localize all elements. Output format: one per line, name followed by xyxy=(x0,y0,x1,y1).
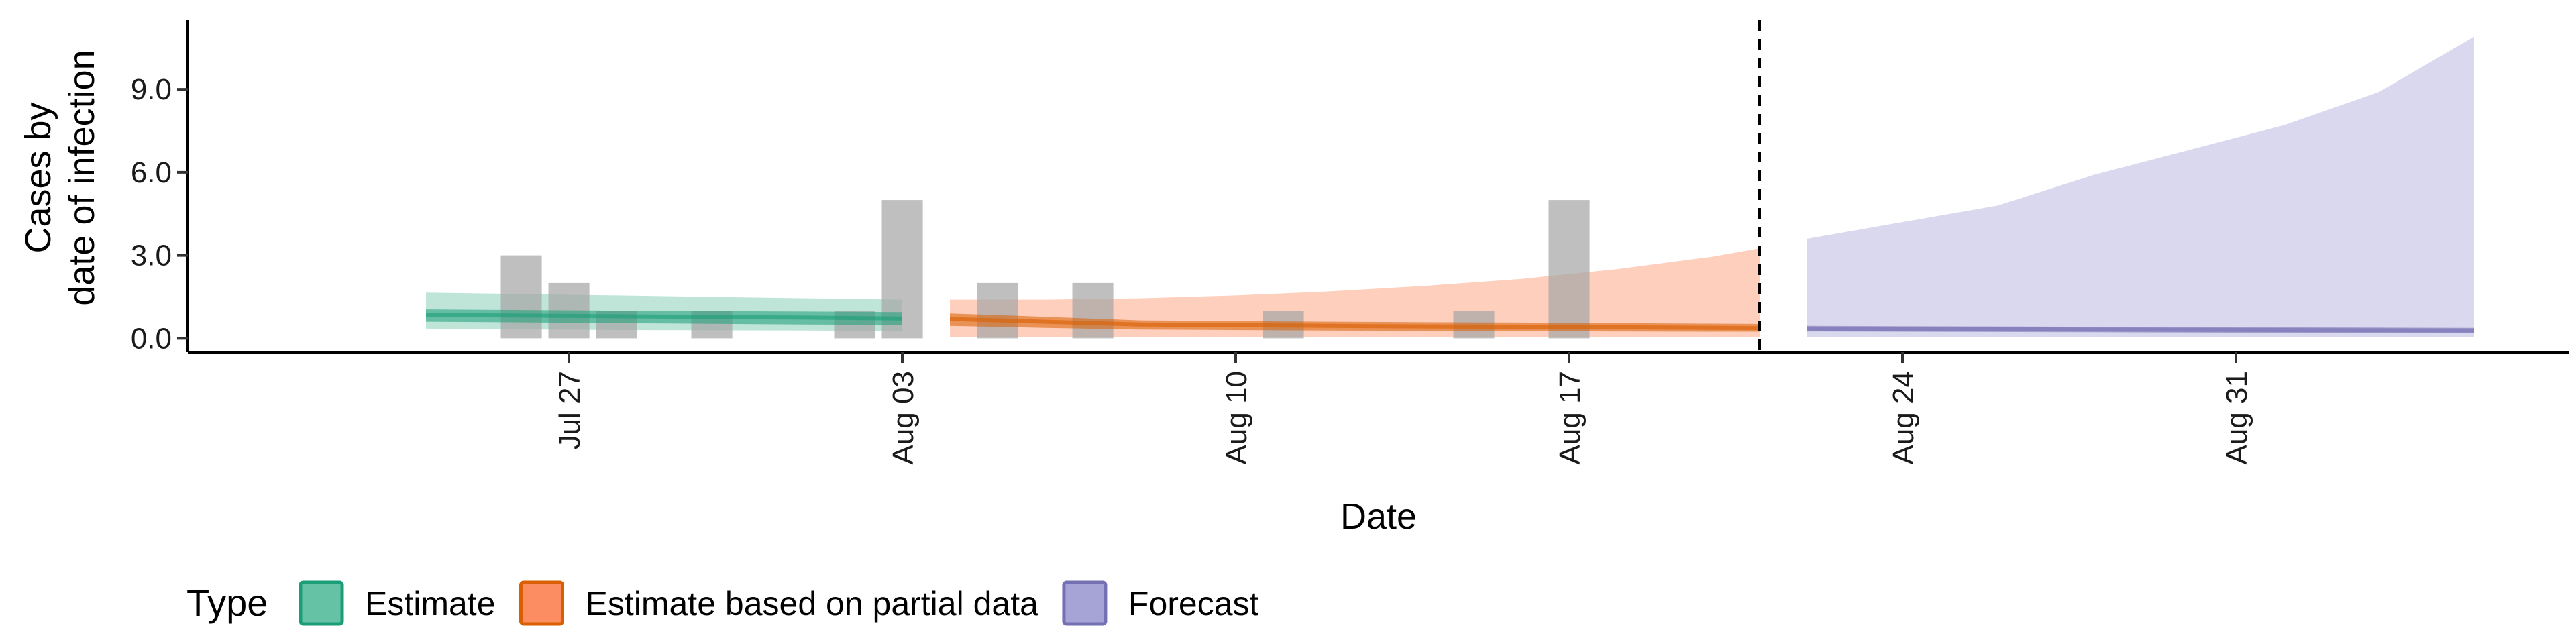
legend-key-0 xyxy=(299,580,344,626)
legend-key-2 xyxy=(1062,580,1108,626)
observed-case-bar-0 xyxy=(500,255,542,339)
legend: Type Estimate Estimate based on partial d… xyxy=(186,580,1259,626)
x-tick-label-5: Aug 31 xyxy=(2220,371,2253,464)
band-90-2 xyxy=(1807,36,2474,337)
observed-case-bar-10 xyxy=(1548,200,1590,339)
legend-key-1 xyxy=(519,580,565,626)
y-tick-label-2: 6.0 xyxy=(131,156,172,189)
x-tick-label-0: Jul 27 xyxy=(553,371,586,449)
median-line-0 xyxy=(425,313,903,321)
plot-bands xyxy=(426,36,2474,337)
median-bands xyxy=(425,309,2475,333)
observed-case-bar-6 xyxy=(977,282,1018,339)
observed-case-bar-7 xyxy=(1072,282,1114,339)
x-tick-label-1: Aug 03 xyxy=(887,371,920,464)
y-axis-ticks: 0.0 3.0 6.0 9.0 xyxy=(131,73,188,355)
y-tick-label-0: 0.0 xyxy=(131,322,172,355)
median-line-2 xyxy=(1807,326,2475,333)
legend-title: Type xyxy=(186,582,268,624)
median-line-1 xyxy=(949,317,1760,331)
x-tick-label-2: Aug 10 xyxy=(1220,371,1253,464)
y-axis-title-line-1: Cases by xyxy=(18,102,58,253)
x-axis-ticks: Jul 27 Aug 03 Aug 10 Aug 17 Aug 24 Aug 31 xyxy=(553,352,2253,464)
y-axis-title-line-2: date of infection xyxy=(62,50,102,305)
legend-label-1: Estimate based on partial data xyxy=(586,585,1039,623)
x-axis-title: Date xyxy=(1340,496,1417,537)
y-tick-label-1: 3.0 xyxy=(131,239,172,272)
y-tick-label-3: 9.0 xyxy=(131,73,172,106)
x-tick-label-4: Aug 24 xyxy=(1887,371,1920,464)
legend-label-0: Estimate xyxy=(365,585,496,623)
legend-label-2: Forecast xyxy=(1128,585,1259,623)
x-tick-label-3: Aug 17 xyxy=(1554,371,1587,464)
